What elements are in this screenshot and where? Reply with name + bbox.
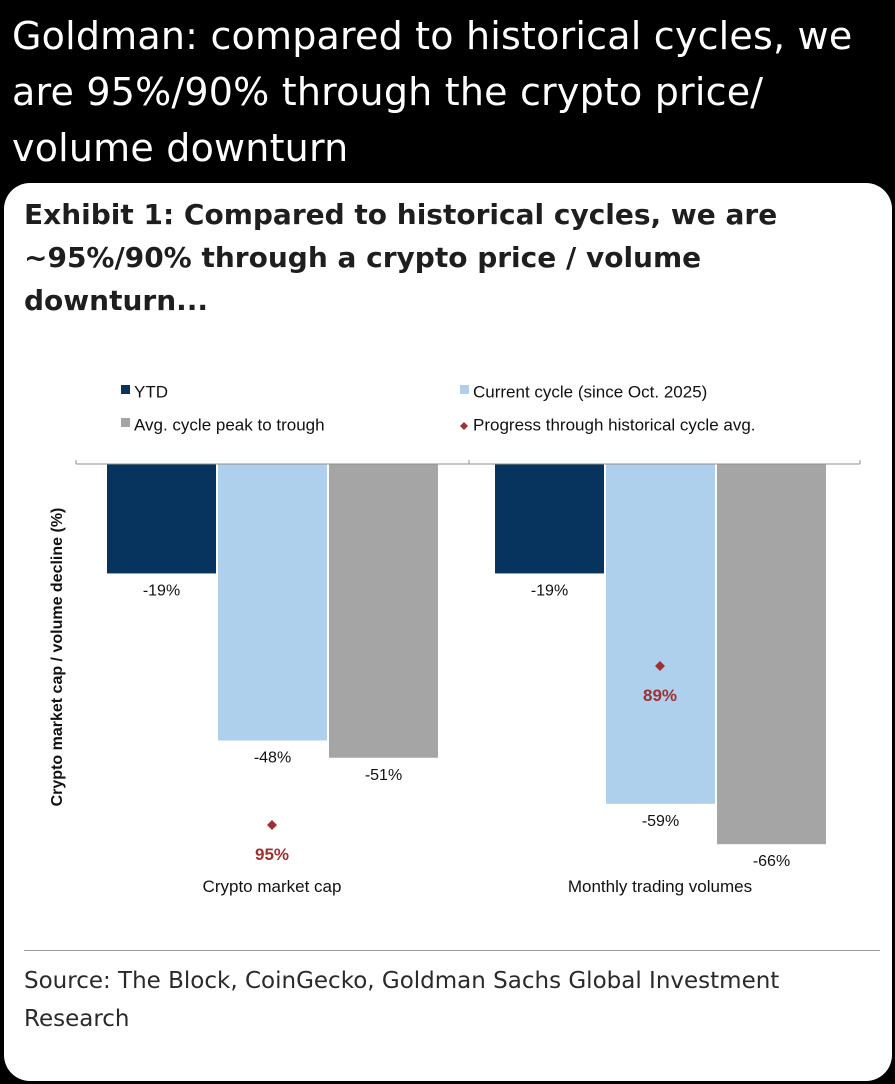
bar xyxy=(329,464,438,758)
legend-label: Progress through historical cycle avg. xyxy=(473,415,756,434)
bar xyxy=(107,464,216,574)
progress-label: 95% xyxy=(255,845,289,864)
legend-swatch xyxy=(460,385,469,394)
post-text: Goldman: compared to historical cycles, … xyxy=(12,14,853,170)
bar-value-label: -59% xyxy=(642,813,679,830)
bar xyxy=(717,464,826,845)
bar-value-label: -19% xyxy=(531,582,568,599)
legend-label: Avg. cycle peak to trough xyxy=(134,415,325,434)
progress-marker xyxy=(655,661,665,671)
progress-label: 89% xyxy=(643,686,677,705)
category-label: Crypto market cap xyxy=(203,877,342,896)
source-note: Source: The Block, CoinGecko, Goldman Sa… xyxy=(24,968,780,1032)
bar-value-label: -19% xyxy=(143,582,180,599)
bar-value-label: -66% xyxy=(753,853,790,870)
legend-swatch xyxy=(121,418,130,427)
exhibit-card: Exhibit 1: Compared to historical cycles… xyxy=(4,183,892,1081)
bar xyxy=(495,464,604,574)
y-axis-title: Crypto market cap / volume decline (%) xyxy=(49,508,66,807)
source-divider xyxy=(24,950,880,951)
legend-marker-diamond xyxy=(460,422,468,430)
legend-label: Current cycle (since Oct. 2025) xyxy=(473,382,707,401)
bar-chart: YTD Current cycle (since Oct. 2025) Avg. c… xyxy=(49,382,861,896)
bar-value-label: -48% xyxy=(254,749,291,766)
bar-value-label: -51% xyxy=(365,767,402,784)
category-label: Monthly trading volumes xyxy=(568,877,752,896)
legend-label: YTD xyxy=(134,382,168,401)
progress-marker xyxy=(267,820,277,830)
bar xyxy=(218,464,327,741)
bar xyxy=(606,464,715,804)
exhibit-title: Exhibit 1: Compared to historical cycles… xyxy=(24,198,778,317)
legend-swatch xyxy=(121,385,130,394)
